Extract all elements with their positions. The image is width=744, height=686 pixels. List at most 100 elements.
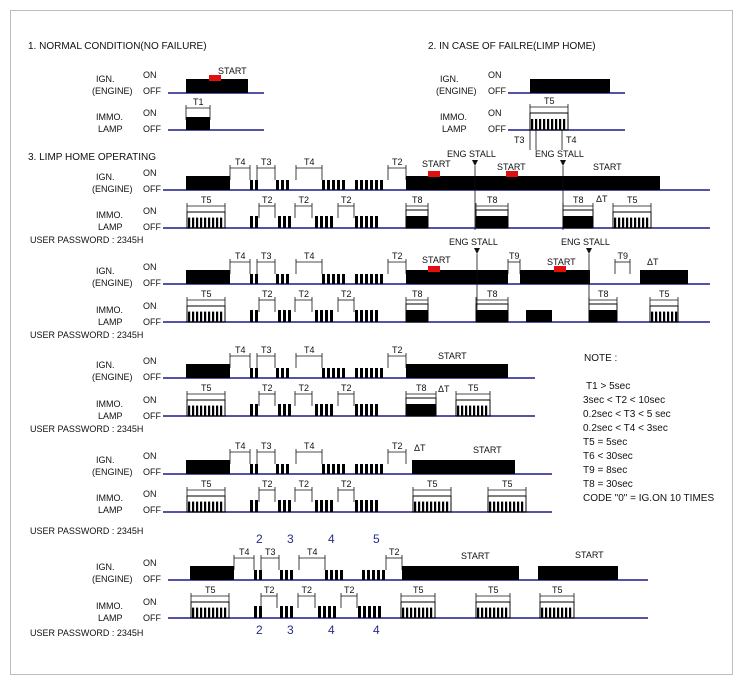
off-label: OFF: [143, 184, 161, 194]
on-label: ON: [143, 558, 157, 568]
timing-label-t5: T5: [544, 96, 555, 106]
off-label: OFF: [143, 411, 161, 421]
signal-block: [360, 310, 363, 322]
on-label: ON: [143, 206, 157, 216]
signal-block: [255, 404, 258, 416]
lamp-pulse-tick: [569, 607, 572, 618]
signal-block: [355, 368, 358, 378]
immo-label: IMMO.: [96, 493, 123, 503]
lamp-pulse-tick: [481, 607, 484, 618]
timing-label-t8: T8: [487, 195, 498, 205]
lamp-pulse-tick: [477, 405, 480, 416]
eng-stall-label: ENG STALL: [561, 237, 610, 247]
signal-block: [375, 180, 378, 190]
ign-label: IGN.: [96, 172, 115, 182]
engine-label: (ENGINE): [92, 86, 133, 96]
code-digit: 5: [373, 532, 380, 546]
note-title: NOTE :: [584, 353, 617, 364]
start-label: START: [461, 551, 490, 561]
section-title-normal: 1. NORMAL CONDITION(NO FAILURE): [28, 41, 207, 52]
on-label: ON: [143, 395, 157, 405]
on-label: ON: [143, 301, 157, 311]
lamp-pulse-tick: [505, 607, 508, 618]
timing-label-t3: T3: [514, 135, 525, 145]
lamp-pulse-tick: [192, 405, 195, 416]
timing-label-t2: T2: [389, 547, 400, 557]
signal-block: [368, 606, 371, 618]
signal-block: [327, 180, 330, 190]
lamp-pulse-tick: [200, 405, 203, 416]
delta-t-label: ΔT: [414, 443, 426, 453]
signal-block: [380, 180, 383, 190]
lamp-pulse-tick: [216, 501, 219, 512]
lamp-pulse-tick: [430, 501, 433, 512]
signal-block: [355, 310, 358, 322]
lamp-pulse-tick: [204, 501, 207, 512]
lamp-pulse-tick: [414, 607, 417, 618]
signal-block: [255, 368, 258, 378]
signal-block: [375, 216, 378, 228]
lamp-pulse-tick: [188, 217, 191, 228]
signal-block: [323, 606, 326, 618]
timing-label-t9: T9: [509, 251, 520, 261]
lamp-pulse-tick: [196, 405, 199, 416]
start-label: START: [497, 162, 526, 172]
signal-block: [325, 216, 328, 228]
timing-label-t5: T5: [201, 195, 212, 205]
start-marker: [554, 266, 566, 272]
lamp-pulse-tick: [473, 405, 476, 416]
signal-block: [255, 216, 258, 228]
signal-block: [281, 274, 284, 284]
start-marker: [428, 266, 440, 272]
on-label: ON: [143, 168, 157, 178]
code-digits-bottom: 2 3 4 4: [256, 623, 380, 637]
timing-label-t5: T5: [201, 289, 212, 299]
off-label: OFF: [143, 505, 161, 515]
lamp-pulse-tick: [521, 501, 524, 512]
lamp-pulse-tick: [563, 118, 566, 130]
signal-block: [320, 404, 323, 416]
lamp-pulse-tick: [216, 607, 219, 618]
signal-block: [380, 464, 383, 474]
lamp-pulse-tick: [220, 311, 223, 322]
start-marker: [428, 171, 440, 177]
timing-label-t8: T8: [416, 383, 427, 393]
start-label: START: [438, 351, 467, 361]
timing-label-t8: T8: [573, 195, 584, 205]
eng-stall-label: ENG STALL: [449, 237, 498, 247]
timing-label-t4: T4: [304, 345, 315, 355]
signal-block: [538, 566, 618, 580]
lamp-pulse-tick: [196, 311, 199, 322]
signal-block: [360, 404, 363, 416]
signal-block: [327, 464, 330, 474]
timing-label-t5: T5: [502, 479, 513, 489]
signal-block: [325, 310, 328, 322]
lamp-pulse-tick: [481, 405, 484, 416]
signal-block: [406, 364, 508, 378]
timing-label-t2: T2: [341, 479, 352, 489]
lamp-pulse-tick: [200, 311, 203, 322]
engine-label: (ENGINE): [92, 184, 133, 194]
signal-block: [255, 180, 258, 190]
signal-block: [375, 310, 378, 322]
signal-block: [278, 310, 281, 322]
lamp-pulse-tick: [196, 501, 199, 512]
engine-label: (ENGINE): [92, 467, 133, 477]
lamp-pulse-tick: [553, 607, 556, 618]
timing-label-t2: T2: [299, 195, 310, 205]
signal-block: [378, 606, 381, 618]
lamp-pulse-tick: [497, 607, 500, 618]
timing-label-t2: T2: [392, 157, 403, 167]
stall-arrow: [560, 160, 566, 166]
lamp-pulse-tick: [192, 607, 195, 618]
signal-block: [330, 404, 333, 416]
signal-block: [377, 570, 380, 580]
lamp-pulse-tick: [655, 311, 658, 322]
code-digit: 3: [287, 623, 294, 637]
on-label: ON: [143, 262, 157, 272]
signal-block: [278, 216, 281, 228]
timing-label-t8: T8: [598, 289, 609, 299]
signal-block: [315, 310, 318, 322]
signal-block: [412, 460, 515, 474]
signal-block: [382, 570, 385, 580]
